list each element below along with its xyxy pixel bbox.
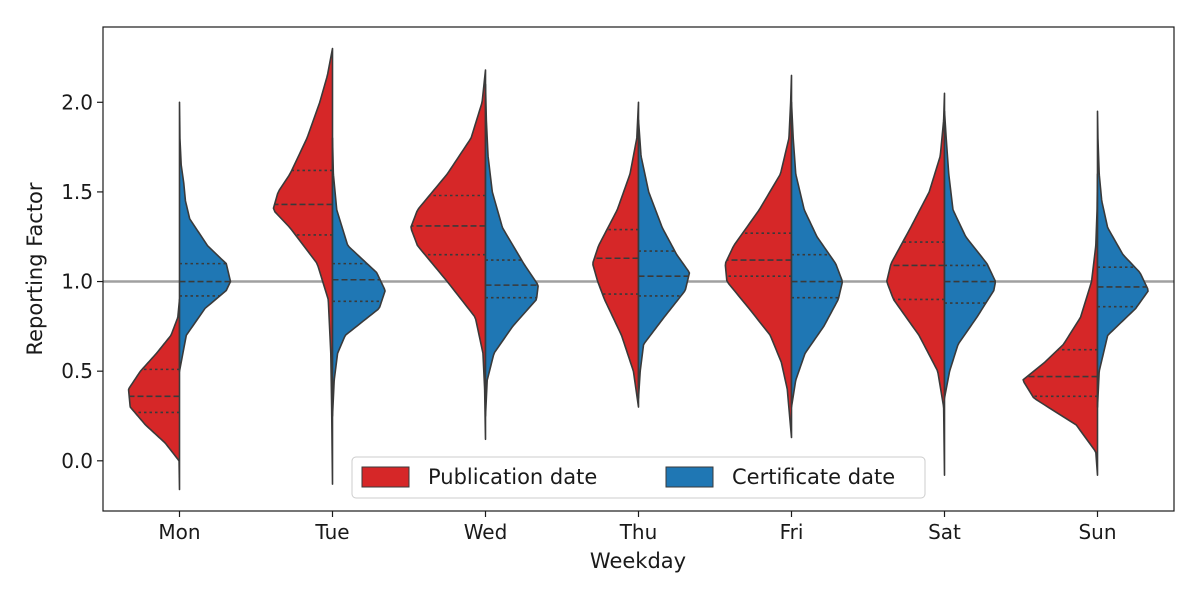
x-axis-label: Weekday bbox=[590, 549, 686, 573]
violin-certificate-date-mon bbox=[178, 101, 232, 372]
violin-publication-date-thu bbox=[592, 101, 640, 408]
violin-certificate-date-sat bbox=[943, 110, 997, 399]
violin-publication-date-sun bbox=[1022, 173, 1099, 476]
legend-swatch-certificate-date bbox=[665, 466, 714, 488]
y-tick-label: 1.0 bbox=[61, 270, 93, 294]
y-axis-label: Reporting Factor bbox=[23, 182, 47, 355]
violin-publication-date-mon bbox=[127, 298, 181, 491]
violin-publication-date-wed bbox=[410, 69, 487, 441]
violin-certificate-date-sun bbox=[1096, 110, 1149, 408]
legend-label-certificate-date: Certificate date bbox=[732, 465, 895, 489]
x-tick-label: Wed bbox=[464, 520, 508, 544]
x-tick-label: Fri bbox=[780, 520, 804, 544]
x-tick-label: Sun bbox=[1078, 520, 1116, 544]
y-tick-label: 2.0 bbox=[61, 90, 93, 114]
y-tick-label: 1.5 bbox=[61, 180, 93, 204]
violin-publication-date-fri bbox=[724, 74, 793, 439]
y-tick-label: 0.5 bbox=[61, 359, 93, 383]
violin-publication-date-tue bbox=[272, 47, 334, 485]
violin-publication-date-sat bbox=[886, 92, 946, 476]
violin-certificate-date-fri bbox=[790, 101, 844, 408]
violin-certificate-date-tue bbox=[331, 137, 386, 417]
y-tick-label: 0.0 bbox=[61, 449, 93, 473]
legend-swatch-publication-date bbox=[361, 466, 410, 488]
legend: Publication date Certificate date bbox=[351, 456, 926, 499]
violin-certificate-date-wed bbox=[484, 83, 539, 417]
violin-certificate-date-thu bbox=[637, 119, 691, 399]
legend-frame bbox=[351, 456, 926, 499]
x-tick-label: Mon bbox=[158, 520, 200, 544]
x-tick-label: Tue bbox=[314, 520, 349, 544]
legend-label-publication-date: Publication date bbox=[428, 465, 597, 489]
x-tick-label: Sat bbox=[928, 520, 961, 544]
quartile-lines-group bbox=[129, 169, 1147, 414]
x-tick-label: Thu bbox=[619, 520, 658, 544]
y-axis: 0.0 0.5 1.0 1.5 2.0 bbox=[61, 90, 103, 473]
x-axis: Mon Tue Wed Thu Fri Sat Sun bbox=[158, 511, 1117, 544]
violins-group bbox=[127, 47, 1149, 491]
